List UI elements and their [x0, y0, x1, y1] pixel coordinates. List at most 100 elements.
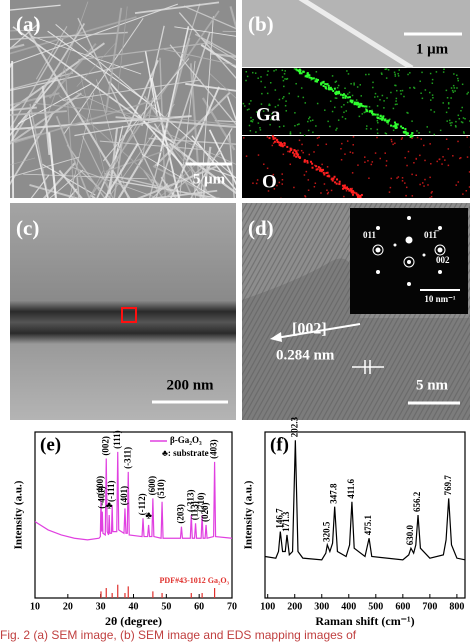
eds-dot — [302, 70, 305, 73]
eds-dot — [317, 166, 320, 169]
eds-dot — [396, 103, 398, 105]
fiber — [144, 51, 159, 117]
eds-dot — [307, 73, 310, 76]
eds-dot — [285, 100, 287, 102]
peak-label: (203) — [175, 504, 185, 524]
eds-dot — [358, 197, 361, 198]
x-tick-label: 60 — [194, 601, 204, 612]
eds-dot — [385, 77, 388, 79]
eds-dot — [459, 157, 461, 160]
eds-dot — [436, 160, 438, 163]
eds-dot — [469, 120, 470, 122]
fiber — [10, 30, 38, 32]
eds-dot — [338, 92, 341, 95]
eds-dot — [347, 93, 349, 95]
eds-dot — [423, 185, 425, 187]
eds-dot — [280, 197, 282, 198]
eds-dot — [306, 161, 309, 164]
eds-dot — [405, 194, 407, 197]
eds-dot — [444, 159, 446, 161]
eds-dot — [281, 145, 284, 148]
eds-dot — [456, 74, 458, 77]
eds-dot — [377, 121, 379, 124]
lattice-fringe — [242, 203, 353, 404]
eds-dot — [268, 137, 271, 140]
eds-dot — [429, 91, 431, 94]
fiber — [163, 48, 236, 66]
eds-dot — [353, 191, 356, 194]
eds-dot — [352, 191, 355, 194]
eds-dot — [349, 187, 352, 190]
eds-dot — [301, 143, 303, 146]
lattice-fringe — [242, 203, 318, 340]
eds-dot — [323, 183, 326, 185]
eds-dot — [342, 96, 345, 99]
eds-dot — [322, 171, 325, 174]
eds-dot — [433, 133, 436, 136]
eds-dot — [320, 83, 323, 86]
diffraction-spot — [393, 243, 397, 247]
eds-dot — [268, 104, 270, 107]
eds-dot — [359, 84, 362, 86]
eds-dot — [252, 118, 254, 121]
eds-dot — [400, 125, 403, 128]
eds-dot — [421, 71, 423, 74]
fiber — [10, 115, 192, 131]
spot-ring — [372, 244, 384, 256]
eds-dot — [330, 88, 333, 91]
y-axis-label: Intensity (a.u.) — [243, 480, 255, 549]
fiber — [88, 10, 220, 198]
eds-dot — [347, 96, 350, 99]
eds-dot — [300, 149, 303, 152]
eds-dot — [468, 186, 470, 188]
eds-dot — [321, 169, 324, 172]
element-label: Ga — [256, 104, 281, 125]
fiber — [228, 133, 235, 198]
eds-dot — [462, 193, 464, 195]
peak-label: 769.7 — [443, 475, 453, 496]
eds-dot — [352, 144, 354, 146]
eds-dot — [429, 197, 431, 198]
eds-dot — [431, 82, 434, 84]
eds-dot — [361, 198, 363, 200]
eds-dot — [259, 129, 262, 131]
diffraction-spot — [375, 247, 381, 253]
eds-dot — [313, 151, 315, 153]
eds-dot — [266, 167, 269, 170]
fiber — [174, 26, 236, 37]
eds-dot — [262, 110, 265, 112]
eds-dot — [358, 105, 361, 108]
eds-dot — [452, 155, 454, 157]
lattice-fringe — [246, 203, 368, 420]
lattice-fringe — [446, 377, 470, 420]
peak-label: (-401) — [96, 486, 106, 509]
eds-dot — [311, 166, 314, 169]
fiber — [134, 1, 220, 15]
fiber — [185, 82, 236, 92]
fiber — [48, 132, 57, 198]
eds-dot — [279, 144, 282, 147]
eds-dot — [446, 120, 448, 122]
eds-dot — [429, 176, 431, 179]
eds-dot — [295, 82, 297, 85]
eds-dot — [338, 180, 341, 183]
eds-dot — [371, 111, 374, 114]
eds-dot — [319, 168, 322, 171]
eds-dot — [323, 173, 326, 176]
eds-dot — [326, 189, 328, 191]
eds-dot — [351, 187, 354, 190]
eds-dot — [276, 184, 278, 187]
legend-label: β-Ga₂O₃ — [170, 435, 202, 445]
eds-dot — [364, 161, 366, 163]
peak-label: 320.5 — [321, 521, 331, 542]
eds-dot — [415, 174, 417, 177]
eds-dot — [300, 72, 303, 75]
eds-dot — [348, 189, 351, 192]
eds-dot — [341, 142, 343, 145]
eds-dot — [319, 167, 322, 170]
eds-dot — [259, 127, 261, 129]
panel-label: (d) — [248, 216, 274, 240]
eds-dot — [303, 134, 306, 137]
eds-dot — [445, 138, 448, 141]
eds-dot — [460, 121, 463, 123]
